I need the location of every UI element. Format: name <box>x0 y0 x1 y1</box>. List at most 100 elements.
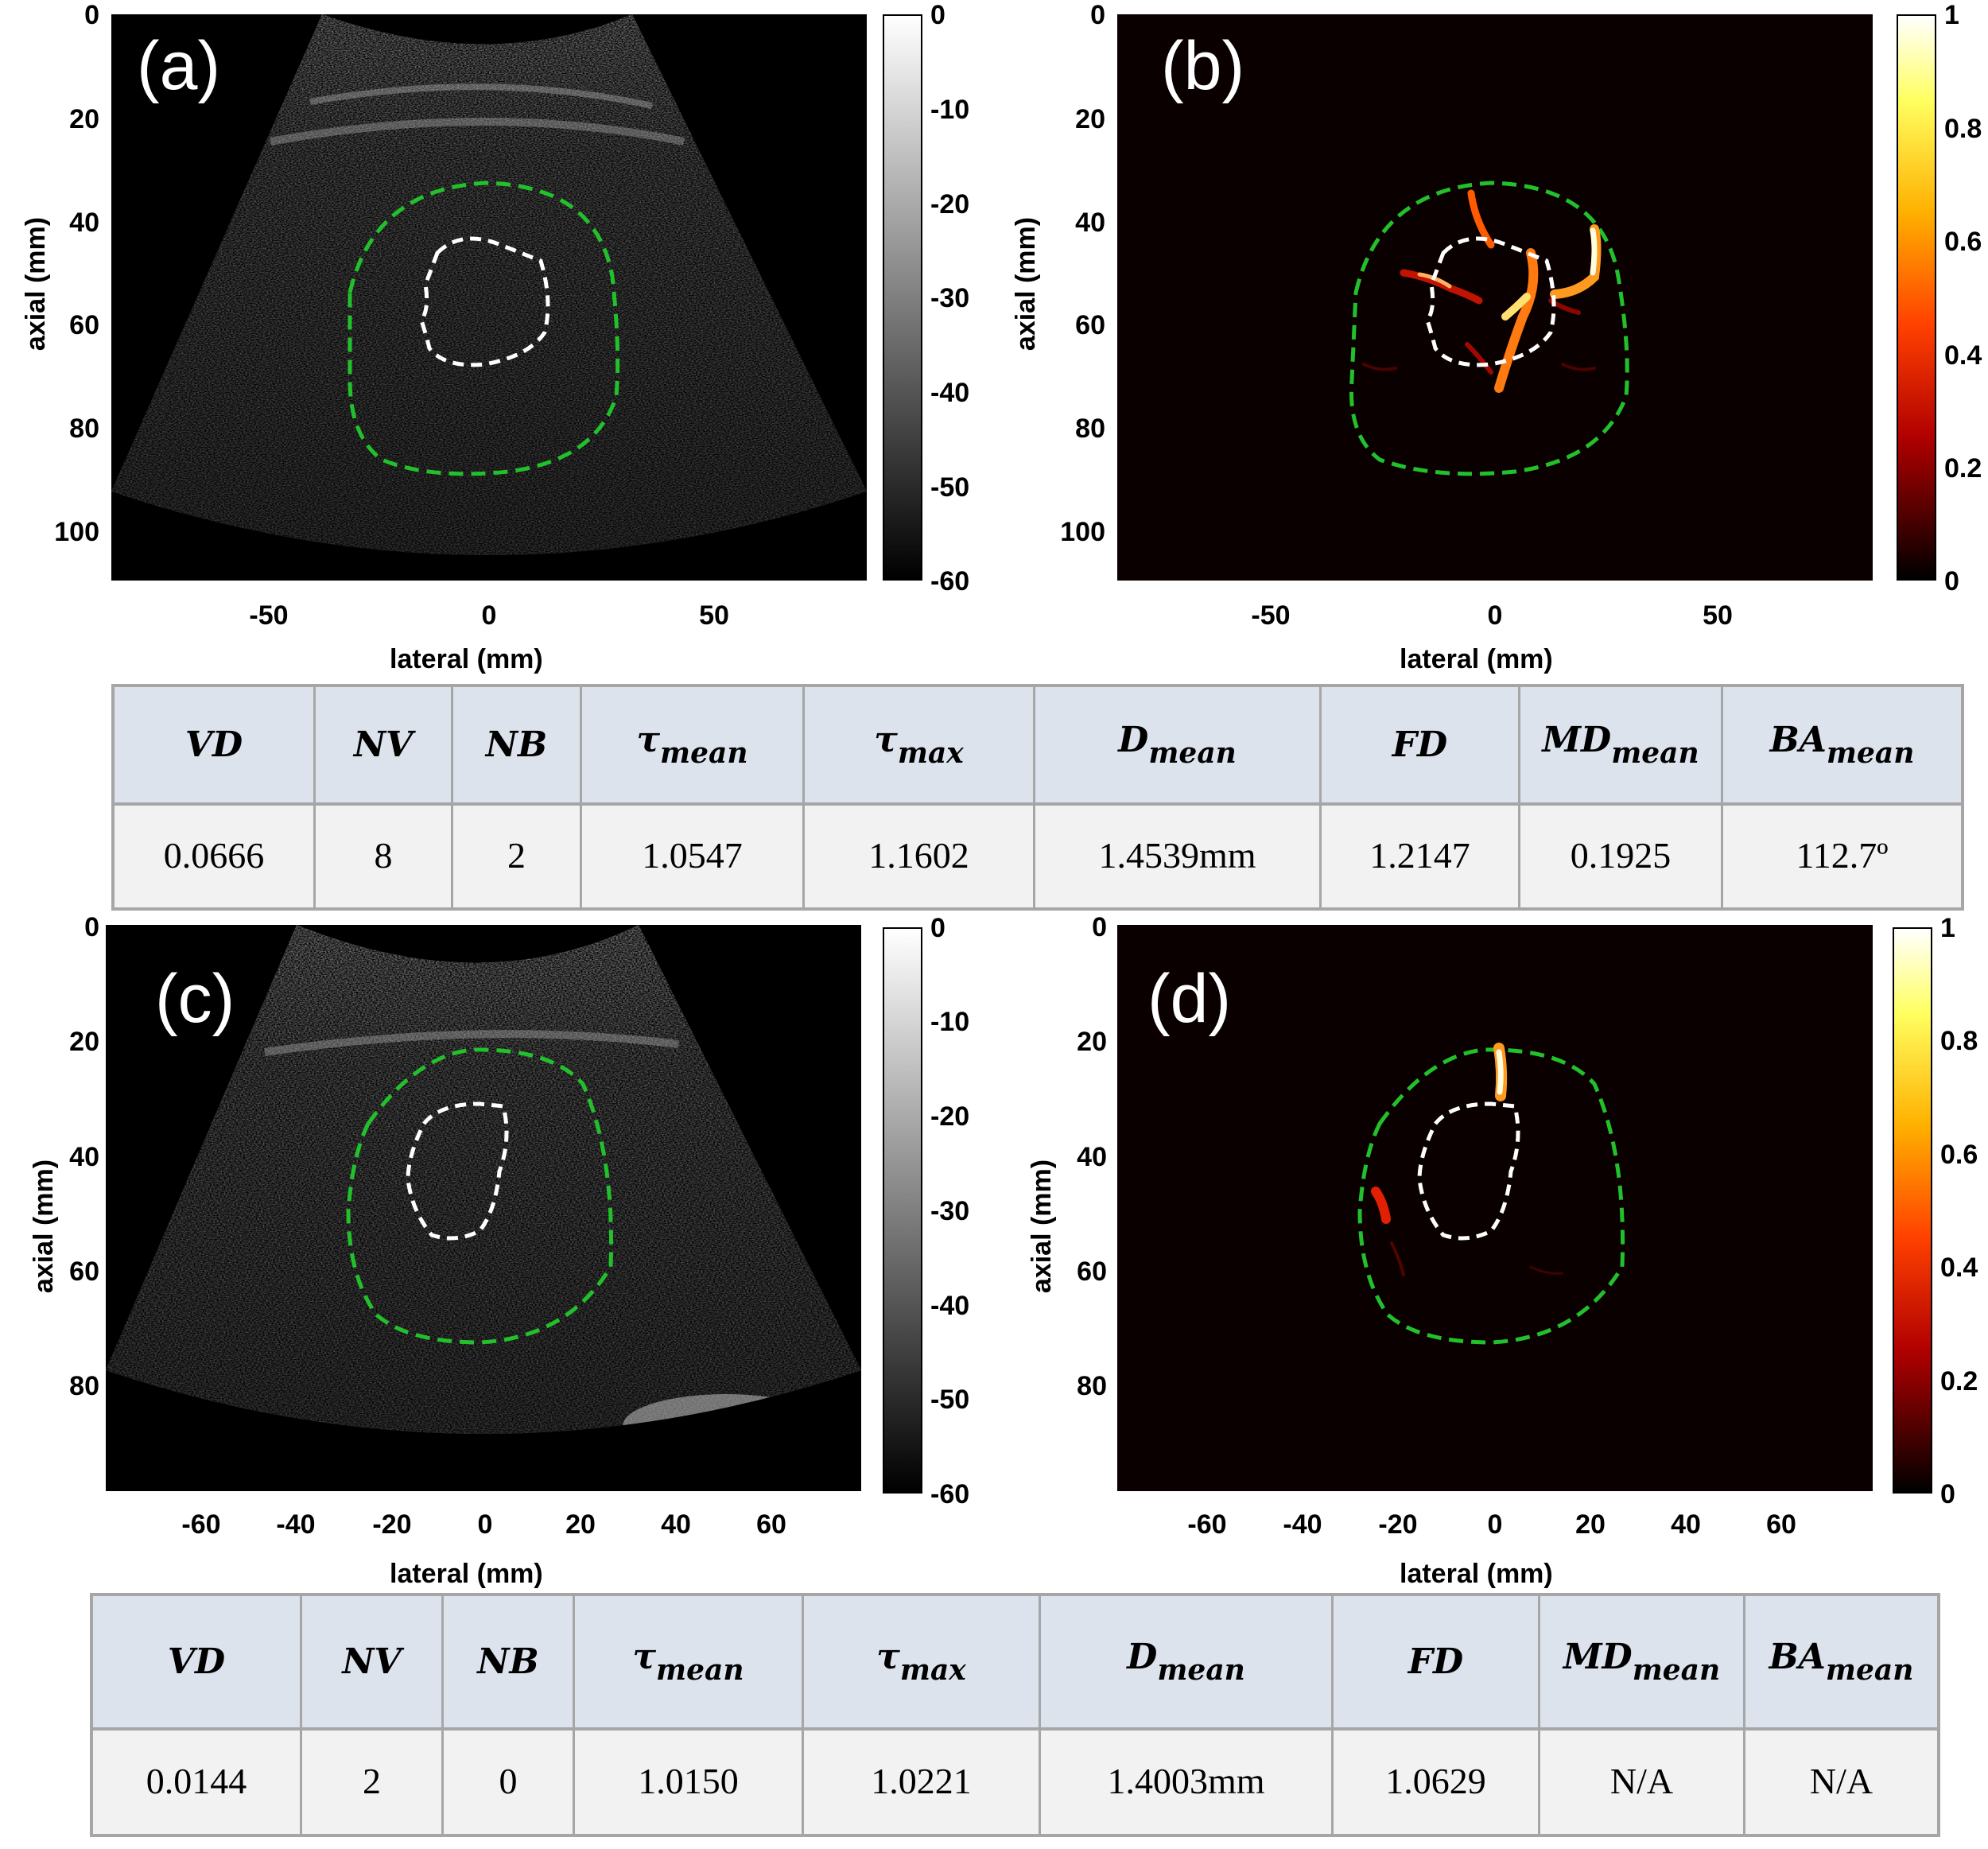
y-tick-c: 20 <box>69 1027 99 1057</box>
value-cell: 2 <box>302 1727 444 1834</box>
value-cell: 1.0221 <box>804 1727 1041 1834</box>
x-tick-d: 0 <box>1487 1509 1503 1540</box>
colorbar-tick-c: -60 <box>930 1479 970 1509</box>
x-axis-label-c: lateral (mm) <box>390 1559 543 1589</box>
x-tick-b: 50 <box>1703 600 1733 631</box>
value-cell: 1.2147 <box>1322 802 1520 907</box>
value-cell: N/A <box>1809 1760 1873 1801</box>
inner-contour-d <box>1417 1101 1520 1241</box>
vessels-d <box>1371 1043 1564 1276</box>
vessels-b <box>1362 189 1602 393</box>
panel-c-bmode-image: (c) <box>106 925 861 1491</box>
x-tick-b: 0 <box>1487 600 1503 631</box>
colorbar-gray-a <box>883 14 922 581</box>
x-tick-d: 20 <box>1575 1509 1606 1540</box>
x-tick-a: -50 <box>249 600 289 631</box>
x-axis-label-d: lateral (mm) <box>1400 1559 1553 1589</box>
value-cell: 1.4003mm <box>1041 1727 1334 1834</box>
y-tick-d: 20 <box>1077 1027 1107 1057</box>
value-cell: 1.1602 <box>805 802 1035 907</box>
value-cell: N/A <box>1540 1727 1745 1834</box>
table-header-row: VD NV NB τmean τmax Dmean FD MDmean BAme… <box>115 687 1961 806</box>
x-tick-d: 40 <box>1671 1509 1701 1540</box>
y-tick-c: 80 <box>69 1371 99 1401</box>
y-tick-a: 0 <box>84 0 99 30</box>
outer-contour-c <box>346 1047 614 1345</box>
inner-contour-a <box>419 236 550 367</box>
header-cell: NB <box>453 687 582 802</box>
header-cell: BAmean <box>1769 1637 1914 1687</box>
colorbar-hot-b <box>1897 14 1936 581</box>
y-tick-b: 0 <box>1090 0 1105 30</box>
colorbar-tick-d: 1 <box>1940 913 1955 943</box>
colorbar-tick-c: -20 <box>930 1101 970 1132</box>
value-cell: 0 <box>444 1727 575 1834</box>
header-cell: VD <box>93 1596 302 1727</box>
y-tick-d: 40 <box>1077 1142 1107 1172</box>
table-header-row: VD NV NB τmean τmax Dmean FD MDmean BAme… <box>93 1596 1937 1731</box>
x-tick-d: -20 <box>1378 1509 1418 1540</box>
outer-contour-b <box>1349 181 1629 476</box>
header-cell: τmax <box>804 1596 1041 1727</box>
y-tick-a: 60 <box>69 310 99 340</box>
colorbar-hot-d <box>1893 927 1932 1494</box>
header-cell: NB <box>444 1596 575 1727</box>
colorbar-tick-c: -30 <box>930 1196 970 1226</box>
value-cell: 1.0629 <box>1334 1727 1540 1834</box>
metrics-table-top: VD NV NB τmean τmax Dmean FD MDmean BAme… <box>111 684 1964 911</box>
colorbar-tick-c: -40 <box>930 1291 970 1321</box>
colorbar-tick-d: 0.4 <box>1940 1253 1978 1283</box>
y-tick-a: 100 <box>54 517 99 547</box>
y-tick-a: 40 <box>69 208 99 238</box>
value-cell: 1.0150 <box>575 1727 804 1834</box>
value-cell: 1.0547 <box>582 802 805 907</box>
colorbar-tick-c: -50 <box>930 1385 970 1415</box>
header-cell: VD <box>115 687 316 802</box>
colorbar-tick-a: -20 <box>930 189 970 219</box>
panel-label-a: (a) <box>137 28 221 104</box>
x-tick-d: -40 <box>1283 1509 1322 1540</box>
y-tick-d: 60 <box>1077 1257 1107 1287</box>
x-tick-d: -60 <box>1187 1509 1227 1540</box>
header-cell: BAmean <box>1769 720 1915 770</box>
inner-contour-c <box>406 1101 509 1241</box>
header-cell: NV <box>316 687 453 802</box>
colorbar-tick-b: 1 <box>1944 0 1959 30</box>
header-cell: FD <box>1334 1596 1540 1727</box>
colorbar-tick-d: 0.8 <box>1940 1026 1978 1056</box>
x-axis-label-b: lateral (mm) <box>1400 644 1553 674</box>
colorbar-tick-b: 0 <box>1944 566 1959 596</box>
value-cell: 2 <box>453 802 582 907</box>
colorbar-tick-b: 0.6 <box>1944 227 1982 257</box>
colorbar-tick-a: -10 <box>930 95 970 125</box>
table-value-row: 0.0144 2 0 1.0150 1.0221 1.4003mm 1.0629… <box>93 1727 1937 1834</box>
colorbar-tick-c: 0 <box>930 913 945 943</box>
y-tick-b: 60 <box>1075 310 1105 340</box>
header-cell: Dmean <box>1041 1596 1334 1727</box>
panel-label-d: (d) <box>1147 961 1232 1037</box>
y-tick-c: 40 <box>69 1142 99 1172</box>
y-tick-d: 0 <box>1092 912 1107 942</box>
colorbar-tick-b: 0.4 <box>1944 340 1982 371</box>
x-tick-c: 20 <box>565 1509 596 1540</box>
panel-d-vessel-map: (d) <box>1117 925 1873 1491</box>
header-cell: τmax <box>805 687 1035 802</box>
y-tick-b: 80 <box>1075 414 1105 444</box>
colorbar-tick-d: 0.6 <box>1940 1140 1978 1170</box>
x-tick-a: 0 <box>481 600 497 631</box>
x-tick-c: 0 <box>477 1509 493 1540</box>
value-cell: 112.7º <box>1796 834 1889 876</box>
colorbar-tick-a: -30 <box>930 283 970 313</box>
colorbar-tick-d: 0.2 <box>1940 1366 1978 1396</box>
colorbar-tick-b: 0.8 <box>1944 114 1982 144</box>
y-tick-b: 100 <box>1060 517 1105 547</box>
x-tick-c: -60 <box>181 1509 221 1540</box>
value-cell: 0.1925 <box>1520 802 1723 907</box>
colorbar-tick-a: 0 <box>930 0 945 30</box>
colorbar-tick-a: -40 <box>930 378 970 408</box>
colorbar-tick-a: -50 <box>930 472 970 503</box>
colorbar-tick-a: -60 <box>930 566 970 596</box>
x-tick-c: 40 <box>661 1509 691 1540</box>
y-tick-c: 60 <box>69 1257 99 1287</box>
header-cell: τmean <box>582 687 805 802</box>
